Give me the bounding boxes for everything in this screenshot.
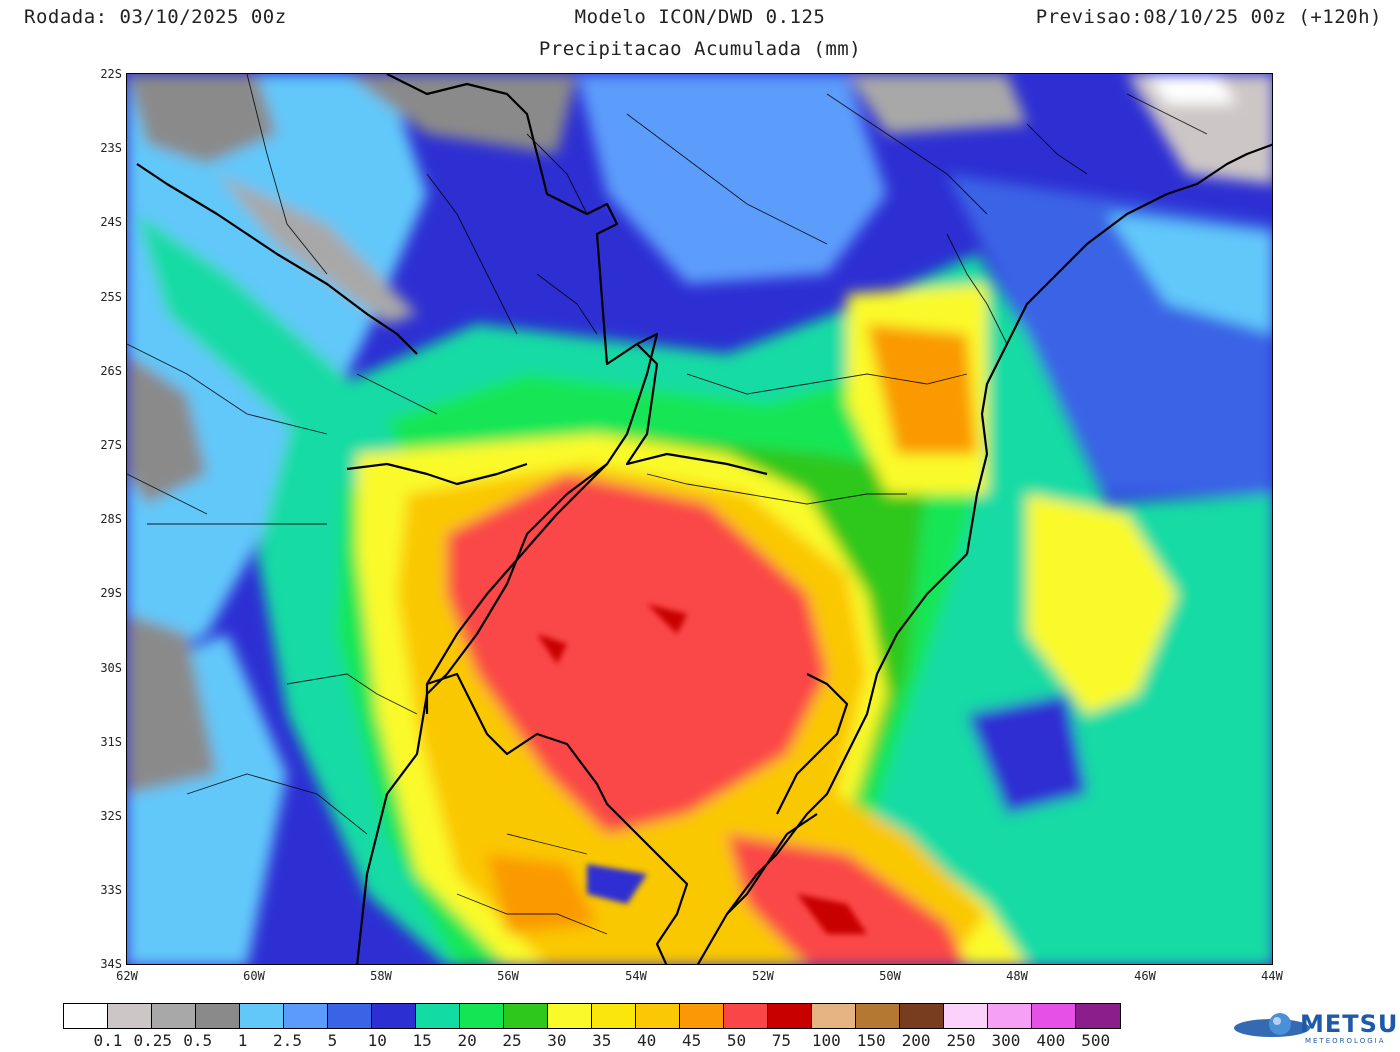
legend-swatch bbox=[592, 1004, 636, 1028]
legend-swatch bbox=[328, 1004, 372, 1028]
legend-label: 25 bbox=[502, 1031, 522, 1050]
legend-label: 30 bbox=[547, 1031, 567, 1050]
lon-label: 58W bbox=[370, 969, 392, 983]
precipitation-map bbox=[126, 73, 1273, 965]
legend-label: 1 bbox=[237, 1031, 248, 1050]
legend-swatch bbox=[988, 1004, 1032, 1028]
legend-swatch bbox=[1076, 1004, 1120, 1028]
lat-label: 25S bbox=[100, 290, 122, 304]
legend-label: 100 bbox=[811, 1031, 841, 1050]
legend-swatch bbox=[1032, 1004, 1076, 1028]
lon-label: 46W bbox=[1134, 969, 1156, 983]
legend-swatch bbox=[108, 1004, 152, 1028]
lat-label: 29S bbox=[100, 586, 122, 600]
legend-swatch bbox=[944, 1004, 988, 1028]
forecast-label: Previsao:08/10/25 00z (+120h) bbox=[1035, 6, 1382, 28]
lon-label: 48W bbox=[1006, 969, 1028, 983]
legend-label: 200 bbox=[901, 1031, 931, 1050]
lat-label: 22S bbox=[100, 67, 122, 81]
color-legend bbox=[63, 1003, 1121, 1029]
legend-swatch bbox=[284, 1004, 328, 1028]
legend-label: 250 bbox=[946, 1031, 976, 1050]
legend-label: 75 bbox=[771, 1031, 792, 1050]
legend-swatch bbox=[460, 1004, 504, 1028]
lon-label: 50W bbox=[879, 969, 901, 983]
legend-label: 10 bbox=[367, 1031, 387, 1050]
legend-label: 40 bbox=[637, 1031, 657, 1050]
lat-label: 23S bbox=[100, 141, 122, 155]
lat-label: 31S bbox=[100, 735, 122, 749]
lat-label: 34S bbox=[100, 957, 122, 971]
lat-label: 33S bbox=[100, 883, 122, 897]
legend-label: 0.5 bbox=[183, 1031, 213, 1050]
legend-swatch bbox=[812, 1004, 856, 1028]
lon-label: 56W bbox=[497, 969, 519, 983]
lat-label: 26S bbox=[100, 364, 122, 378]
legend-label: 50 bbox=[726, 1031, 747, 1050]
legend-label: 500 bbox=[1081, 1031, 1111, 1050]
legend-swatch bbox=[636, 1004, 680, 1028]
lat-label: 32S bbox=[100, 809, 122, 823]
legend-swatch bbox=[416, 1004, 460, 1028]
run-label: Rodada: 03/10/2025 00z bbox=[24, 6, 287, 28]
legend-label: 20 bbox=[457, 1031, 477, 1050]
legend-swatch bbox=[372, 1004, 416, 1028]
legend-label: 5 bbox=[327, 1031, 338, 1050]
logo-name: METSUL bbox=[1300, 1010, 1400, 1038]
legend-label: 15 bbox=[412, 1031, 432, 1050]
legend-swatch bbox=[504, 1004, 548, 1028]
legend-label: 2.5 bbox=[273, 1031, 302, 1050]
legend-label: 45 bbox=[681, 1031, 702, 1050]
model-label: Modelo ICON/DWD 0.125 bbox=[574, 6, 826, 28]
legend-swatch bbox=[64, 1004, 108, 1028]
lon-label: 52W bbox=[752, 969, 774, 983]
legend-label: 400 bbox=[1036, 1031, 1066, 1050]
lon-label: 44W bbox=[1261, 969, 1283, 983]
lon-label: 54W bbox=[625, 969, 647, 983]
lat-label: 27S bbox=[100, 438, 122, 452]
legend-swatch bbox=[768, 1004, 812, 1028]
legend-swatch bbox=[152, 1004, 196, 1028]
legend-swatch bbox=[548, 1004, 592, 1028]
lat-label: 30S bbox=[100, 661, 122, 675]
lon-label: 62W bbox=[116, 969, 138, 983]
legend-swatch bbox=[680, 1004, 724, 1028]
legend-swatch bbox=[724, 1004, 768, 1028]
legend-swatch bbox=[900, 1004, 944, 1028]
legend-label: 300 bbox=[991, 1031, 1021, 1050]
lat-label: 24S bbox=[100, 215, 122, 229]
metsul-logo-icon bbox=[1234, 1013, 1310, 1037]
legend-label: 0.25 bbox=[133, 1031, 173, 1050]
logo-subtitle: METEOROLOGIA bbox=[1305, 1037, 1386, 1045]
legend-swatch bbox=[856, 1004, 900, 1028]
legend-label: 0.1 bbox=[93, 1031, 123, 1050]
legend-swatch bbox=[196, 1004, 240, 1028]
legend-swatch bbox=[240, 1004, 284, 1028]
lon-label: 60W bbox=[243, 969, 265, 983]
legend-label: 35 bbox=[592, 1031, 612, 1050]
legend-label: 150 bbox=[856, 1031, 886, 1050]
lat-label: 28S bbox=[100, 512, 122, 526]
map-subtitle: Precipitacao Acumulada (mm) bbox=[538, 38, 862, 60]
